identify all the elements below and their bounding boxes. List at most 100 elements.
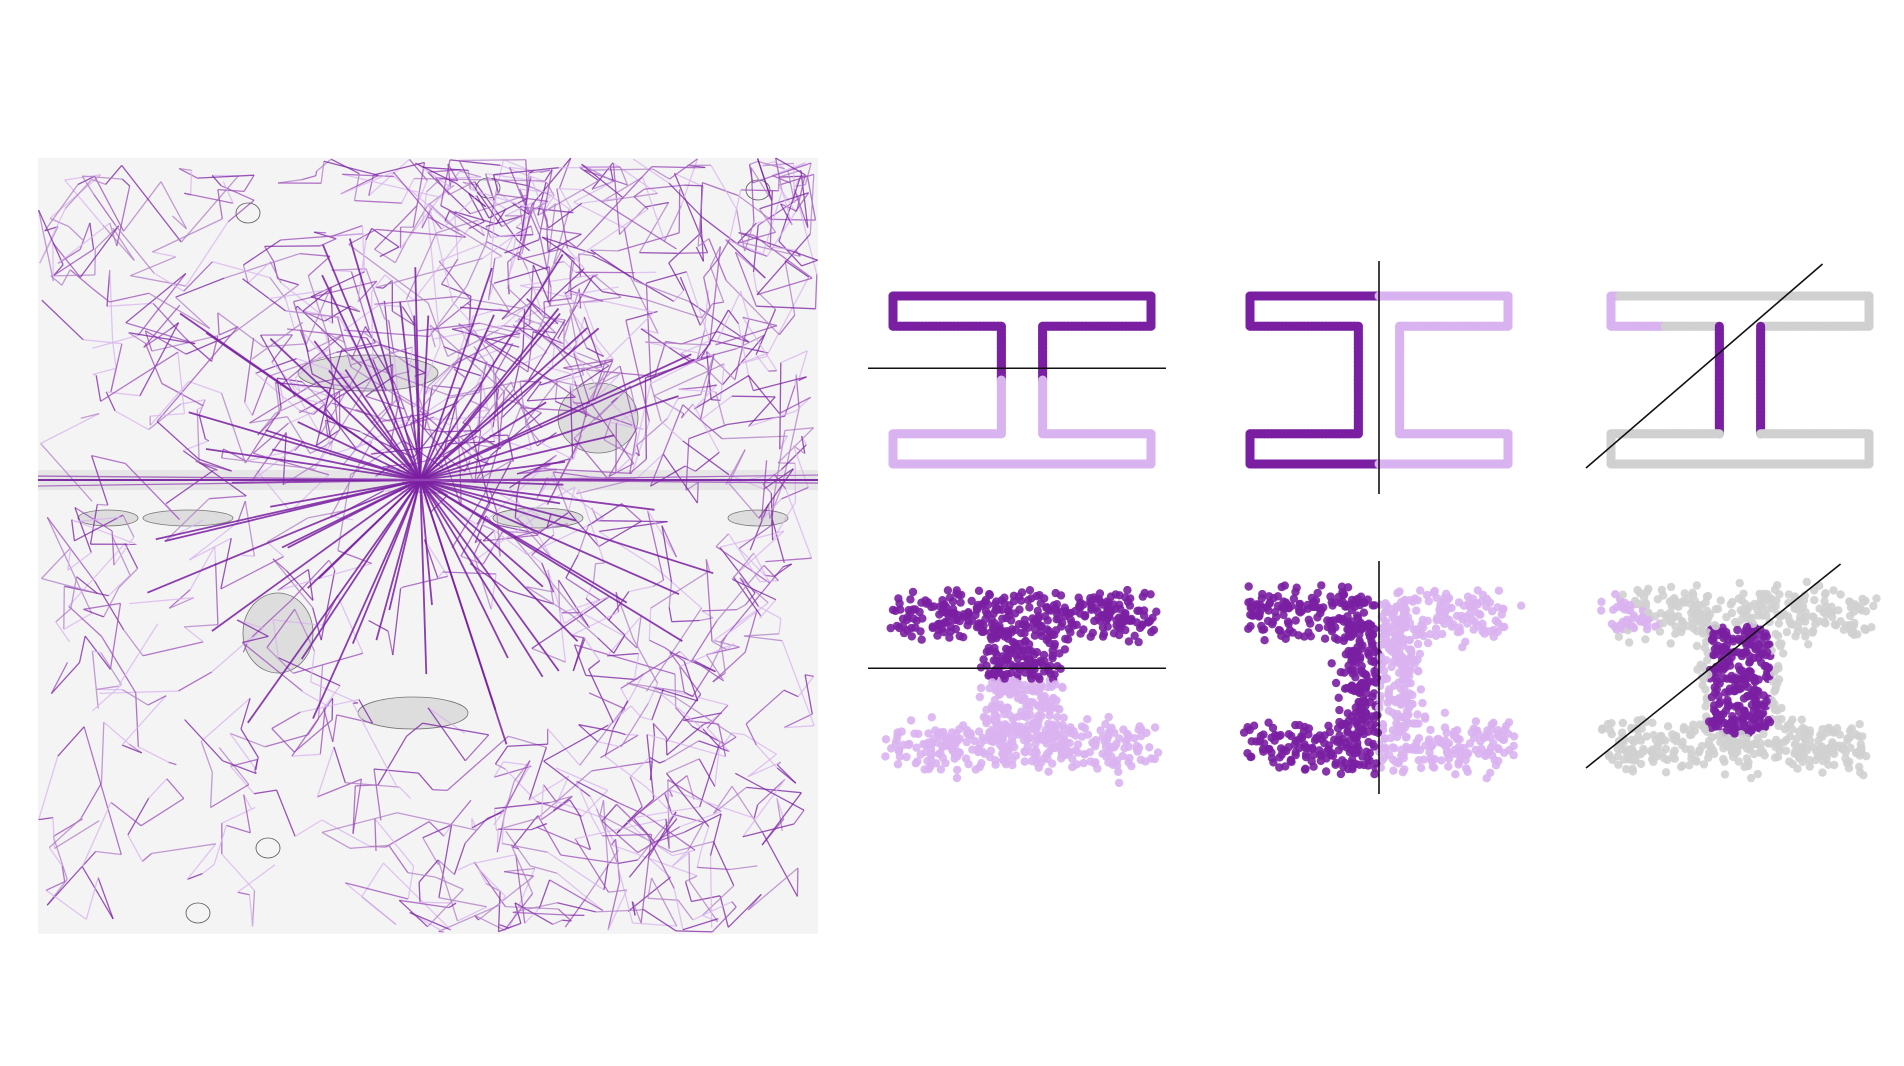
shape-point bbox=[1353, 647, 1362, 657]
shape-point bbox=[1020, 681, 1029, 690]
shape-point bbox=[908, 587, 918, 597]
trajectory-segment bbox=[128, 332, 196, 345]
trajectory-segment bbox=[581, 163, 614, 182]
shape-point bbox=[1058, 607, 1067, 617]
trajectory-segment bbox=[400, 586, 403, 589]
trajectory-segment bbox=[243, 239, 281, 266]
trajectory-segment bbox=[80, 412, 100, 419]
trajectory-segment bbox=[664, 205, 682, 242]
trajectory-segment bbox=[765, 276, 810, 357]
trajectory-segment bbox=[715, 545, 771, 584]
trajectory-segment bbox=[280, 282, 334, 325]
trajectory-segment bbox=[188, 380, 222, 394]
shape-point bbox=[1289, 594, 1299, 603]
trajectory-segment bbox=[526, 298, 545, 318]
shape-point bbox=[1027, 594, 1036, 603]
shape-point bbox=[1300, 722, 1309, 732]
shape-point bbox=[1382, 674, 1392, 683]
shape-point bbox=[1433, 613, 1442, 622]
trajectory-segment bbox=[68, 226, 84, 241]
trajectory-segment bbox=[679, 810, 722, 828]
trajectory-segment bbox=[325, 408, 357, 449]
trajectory-segment bbox=[637, 811, 677, 861]
shape-point bbox=[1389, 766, 1398, 775]
shape-point bbox=[1494, 586, 1504, 595]
shape-point bbox=[1039, 754, 1049, 763]
vertical-cut-noisy bbox=[1239, 561, 1526, 794]
trajectory-segment bbox=[421, 191, 428, 229]
shape-point bbox=[1260, 636, 1269, 645]
trajectory-segment bbox=[361, 862, 384, 898]
shape-point bbox=[1030, 631, 1040, 640]
trajectory-segment bbox=[703, 276, 711, 309]
trajectory-segment bbox=[638, 202, 670, 253]
shape-point bbox=[1455, 746, 1465, 755]
shape-point bbox=[974, 586, 984, 595]
trajectory-segment bbox=[652, 686, 698, 702]
shape-point bbox=[945, 734, 954, 743]
shape-point bbox=[990, 716, 999, 725]
trajectory-segment bbox=[770, 218, 816, 221]
shape-point bbox=[1056, 591, 1066, 600]
trajectory-segment bbox=[486, 241, 506, 252]
shape-point bbox=[1390, 630, 1400, 640]
horizontal-ray bbox=[37, 474, 819, 487]
trajectory-segment bbox=[565, 577, 600, 601]
trajectory-segment bbox=[583, 636, 601, 662]
trajectory-segment bbox=[517, 248, 562, 261]
trajectory-segment bbox=[344, 882, 397, 926]
trajectory-segment bbox=[381, 412, 430, 422]
trajectory-segment bbox=[168, 597, 195, 609]
shape-point bbox=[1320, 634, 1330, 643]
trajectory-segment bbox=[725, 239, 766, 279]
trajectory-segment bbox=[141, 853, 152, 862]
trajectory-segment bbox=[734, 772, 805, 811]
trajectory-segment bbox=[671, 619, 700, 623]
trajectory-segment bbox=[197, 174, 255, 179]
trajectory-segment bbox=[112, 536, 131, 576]
shape-point bbox=[1020, 757, 1029, 766]
trajectory-segment bbox=[750, 249, 768, 257]
trajectory-segment bbox=[52, 242, 54, 281]
trajectory-segment bbox=[493, 523, 538, 535]
trajectory-segment bbox=[236, 619, 264, 629]
shape-point bbox=[1408, 699, 1417, 709]
trajectory-segment bbox=[678, 189, 681, 233]
trajectory-segment bbox=[240, 728, 259, 758]
trajectory-segment bbox=[37, 209, 54, 282]
trajectory-segment bbox=[634, 806, 700, 819]
shape-point bbox=[891, 606, 900, 616]
trajectory-segment bbox=[217, 312, 264, 348]
shape-point bbox=[1343, 612, 1352, 621]
trajectory-segment bbox=[324, 333, 331, 349]
trajectory-segment bbox=[646, 733, 726, 758]
shape-point bbox=[1256, 731, 1266, 741]
trajectory-segment bbox=[697, 866, 730, 871]
trajectory-segment bbox=[547, 728, 581, 766]
trajectory-segment bbox=[91, 454, 126, 465]
trajectory-segment bbox=[374, 248, 396, 264]
trajectory-segment bbox=[285, 310, 340, 318]
trajectory-segment bbox=[666, 724, 704, 756]
trajectory-segment bbox=[68, 543, 126, 607]
trajectory-segment bbox=[688, 880, 719, 922]
shape-point bbox=[997, 605, 1007, 614]
trajectory-segment bbox=[540, 784, 545, 820]
trajectory-segment bbox=[706, 384, 717, 388]
shape-point bbox=[1011, 751, 1021, 760]
trajectory-segment bbox=[374, 818, 377, 852]
trajectory-segment bbox=[516, 239, 531, 252]
trajectory-segment bbox=[38, 209, 64, 265]
trajectory-segment bbox=[48, 818, 82, 849]
shape-point bbox=[951, 624, 960, 634]
trajectory-segment bbox=[778, 173, 814, 186]
shape-point bbox=[1394, 668, 1404, 677]
shape-point bbox=[1379, 666, 1389, 675]
trajectory-segment bbox=[123, 181, 162, 232]
trajectory-segment bbox=[466, 241, 488, 286]
shape-point bbox=[1073, 740, 1083, 749]
trajectory-segment bbox=[438, 825, 453, 898]
star-ray bbox=[419, 434, 615, 481]
shape-point bbox=[944, 611, 953, 621]
shape-point bbox=[1114, 630, 1124, 640]
